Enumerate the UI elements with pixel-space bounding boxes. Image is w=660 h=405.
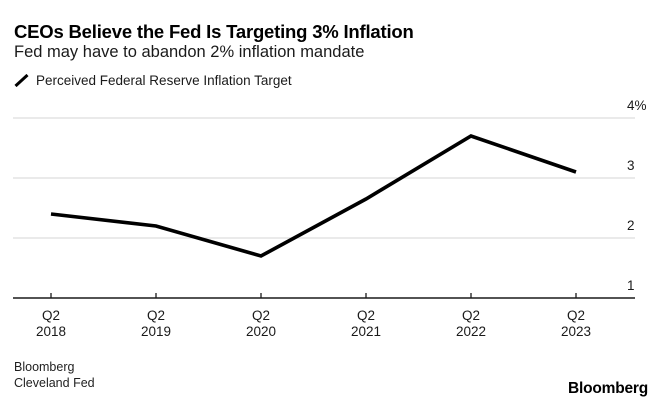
chart-title: CEOs Believe the Fed Is Targeting 3% Inf… [14,21,414,42]
x-axis-label-quarter: Q2 [357,308,375,323]
source-note: Bloomberg Cleveland Fed [14,359,95,391]
source-line: Bloomberg [14,360,75,374]
x-axis-label-year: 2022 [456,324,486,339]
bloomberg-logo: Bloomberg [567,380,648,397]
x-axis-label-year: 2021 [351,324,381,339]
legend-label: Perceived Federal Reserve Inflation Targ… [36,73,292,88]
x-axis-label-year: 2023 [561,324,591,339]
y-axis-label: 3 [627,158,635,173]
source-line: Cleveland Fed [14,376,95,390]
y-axis-label: 4% [627,98,647,113]
x-axis-label-year: 2018 [36,324,66,339]
y-axis-label: 2 [627,218,635,233]
chart-subtitle: Fed may have to abandon 2% inflation man… [14,43,365,61]
y-axis-label: 1 [627,278,635,293]
data-line-perceived-target [50,134,577,258]
legend: Perceived Federal Reserve Inflation Targ… [14,73,292,88]
x-axis-label-quarter: Q2 [147,308,165,323]
line-segment-icon [14,74,29,87]
x-axis-label-year: 2020 [246,324,276,339]
x-axis-label-year: 2019 [141,324,171,339]
x-axis-label-quarter: Q2 [567,308,585,323]
x-axis-label-quarter: Q2 [462,308,480,323]
x-axis-label-quarter: Q2 [252,308,270,323]
x-axis-label-quarter: Q2 [42,308,60,323]
